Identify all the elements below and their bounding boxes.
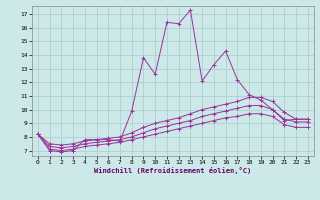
X-axis label: Windchill (Refroidissement éolien,°C): Windchill (Refroidissement éolien,°C)	[94, 167, 252, 174]
